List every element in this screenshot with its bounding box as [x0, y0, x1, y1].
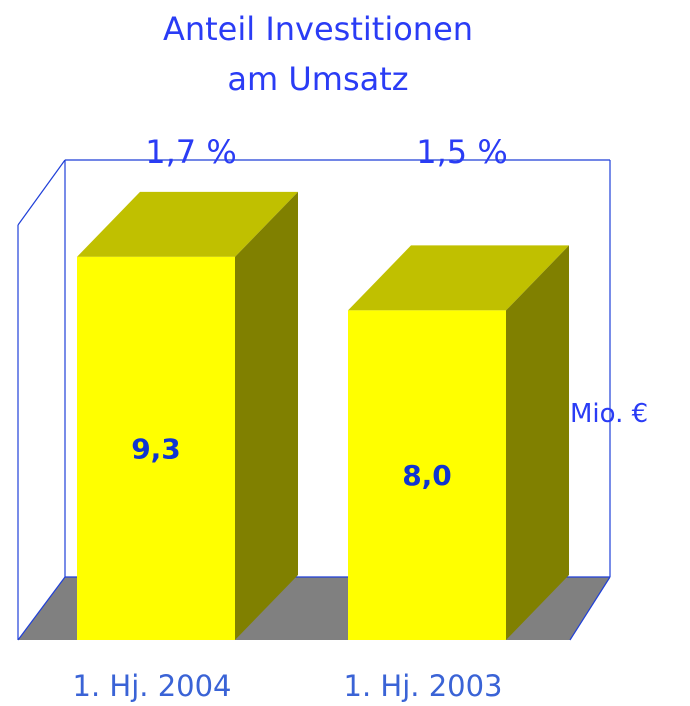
x-tick-label: 1. Hj. 2004: [73, 669, 232, 703]
data-label: 9,3: [131, 432, 181, 465]
bar-side: [506, 245, 569, 640]
chart-title: am Umsatz: [227, 60, 408, 98]
floor-edge: [569, 576, 611, 641]
side-wall: [17, 159, 66, 226]
floor-edge: [17, 576, 66, 641]
x-tick-label: 1. Hj. 2003: [344, 669, 503, 703]
chart-title: Anteil Investitionen: [163, 10, 473, 48]
bar: [348, 310, 506, 640]
bar-top: [348, 245, 569, 311]
bar-top: [77, 191, 298, 257]
bar: [77, 256, 235, 640]
annotation: 1,7 %: [145, 133, 236, 171]
annotation: 1,5 %: [416, 133, 507, 171]
bar-side: [235, 191, 298, 640]
y-axis-label: Mio. €: [570, 399, 648, 429]
data-label: 8,0: [402, 459, 452, 492]
